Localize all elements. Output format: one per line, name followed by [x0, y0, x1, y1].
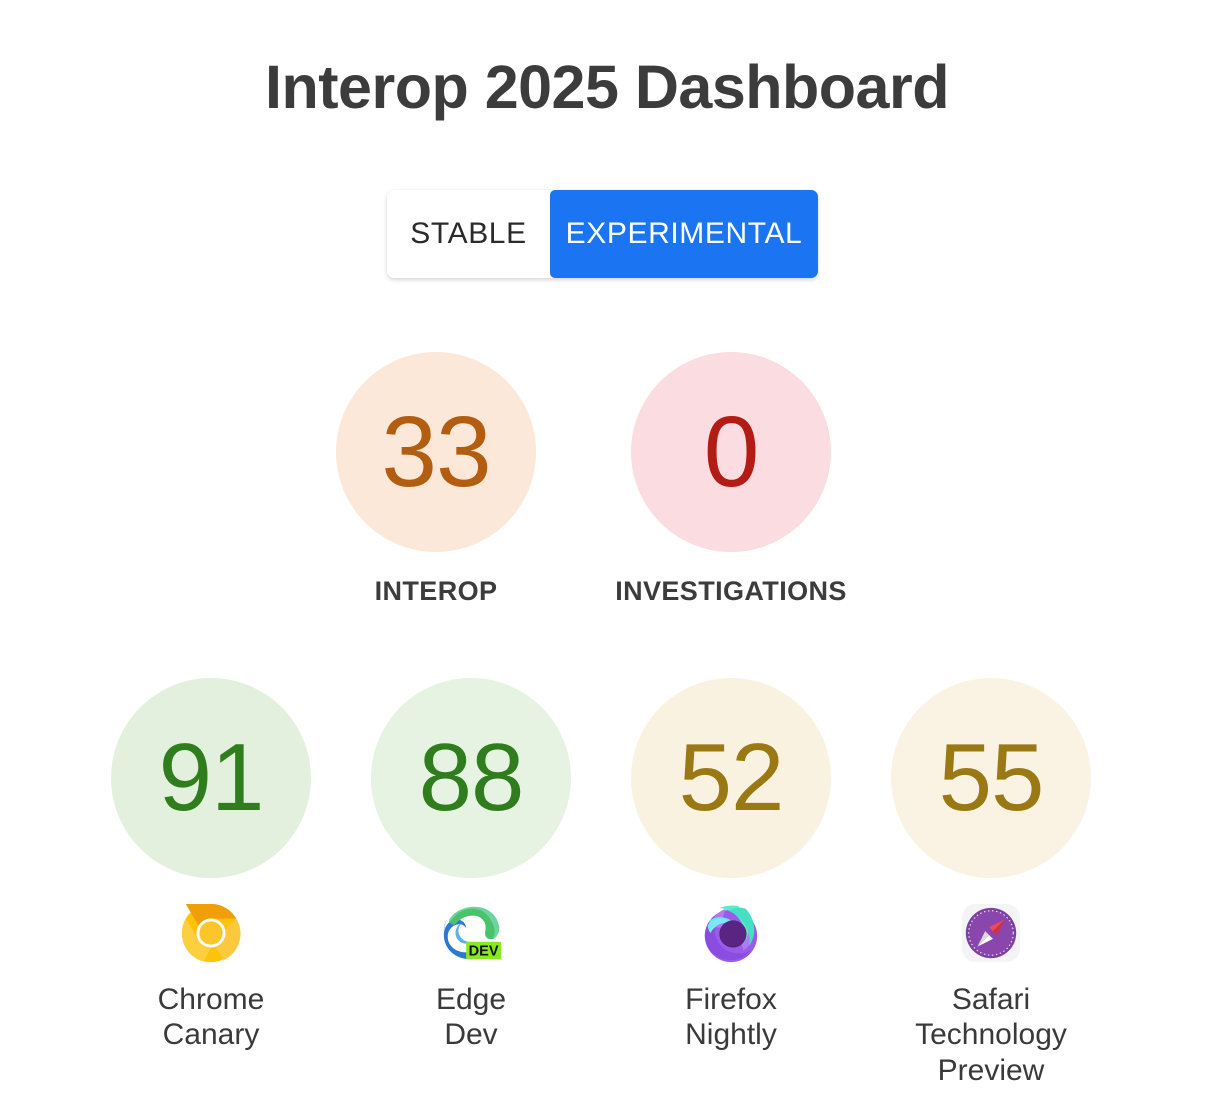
stat-firefox-nightly[interactable]: 52 Firefox Nightly	[601, 678, 861, 1053]
interop-score-circle: 33	[336, 352, 536, 552]
summary-scores-row: 33 INTEROP 0 INVESTIGATIONS	[0, 352, 1214, 632]
chrome-canary-icon	[181, 903, 241, 963]
tab-experimental[interactable]: EXPERIMENTAL	[550, 190, 818, 278]
edge-dev-badge-text: DEV	[469, 943, 499, 959]
firefox-nightly-icon	[704, 905, 758, 963]
firefox-nightly-score-circle: 52	[631, 678, 831, 878]
stat-safari-technology-preview[interactable]: 55 Safari Technology Preview	[861, 678, 1121, 1088]
safari-label-line2: Technology	[915, 1018, 1067, 1052]
firefox-nightly-label-line2: Nightly	[685, 1018, 777, 1052]
browser-scores-row: 91 Chrome Canary 88 DEV Edge Dev	[0, 678, 1214, 1098]
investigations-score-circle: 0	[631, 352, 831, 552]
chrome-canary-label: Chrome Canary	[158, 982, 265, 1053]
investigations-label: INVESTIGATIONS	[615, 576, 847, 606]
firefox-nightly-label-line1: Firefox	[685, 983, 777, 1016]
chrome-canary-score-circle: 91	[111, 678, 311, 878]
edge-dev-label-line2: Dev	[444, 1018, 498, 1052]
stat-chrome-canary[interactable]: 91 Chrome Canary	[81, 678, 341, 1053]
safari-technology-preview-icon	[961, 903, 1021, 963]
chrome-canary-label-line2: Canary	[162, 1018, 260, 1052]
firefox-nightly-label: Firefox Nightly	[685, 982, 777, 1053]
view-toggle-group: STABLE EXPERIMENTAL	[387, 190, 818, 278]
edge-dev-label-line1: Edge	[435, 983, 507, 1016]
page-title: Interop 2025 Dashboard	[265, 53, 949, 121]
stat-edge-dev[interactable]: 88 DEV Edge Dev	[341, 678, 601, 1053]
edge-dev-score-circle: 88	[371, 678, 571, 878]
stat-interop[interactable]: 33 INTEROP	[306, 352, 566, 607]
safari-label-line1: Safari	[951, 983, 1031, 1016]
chrome-canary-label-line1: Chrome	[157, 983, 265, 1016]
edge-dev-label: Edge Dev	[436, 982, 506, 1053]
safari-technology-preview-label: Safari Technology Preview	[915, 982, 1067, 1088]
safari-label-line3: Preview	[937, 1053, 1045, 1087]
tab-stable[interactable]: STABLE	[387, 190, 550, 278]
interop-label: INTEROP	[374, 576, 498, 606]
safari-technology-preview-score-circle: 55	[891, 678, 1091, 878]
edge-dev-icon: DEV	[443, 906, 502, 959]
stat-investigations[interactable]: 0 INVESTIGATIONS	[601, 352, 861, 607]
